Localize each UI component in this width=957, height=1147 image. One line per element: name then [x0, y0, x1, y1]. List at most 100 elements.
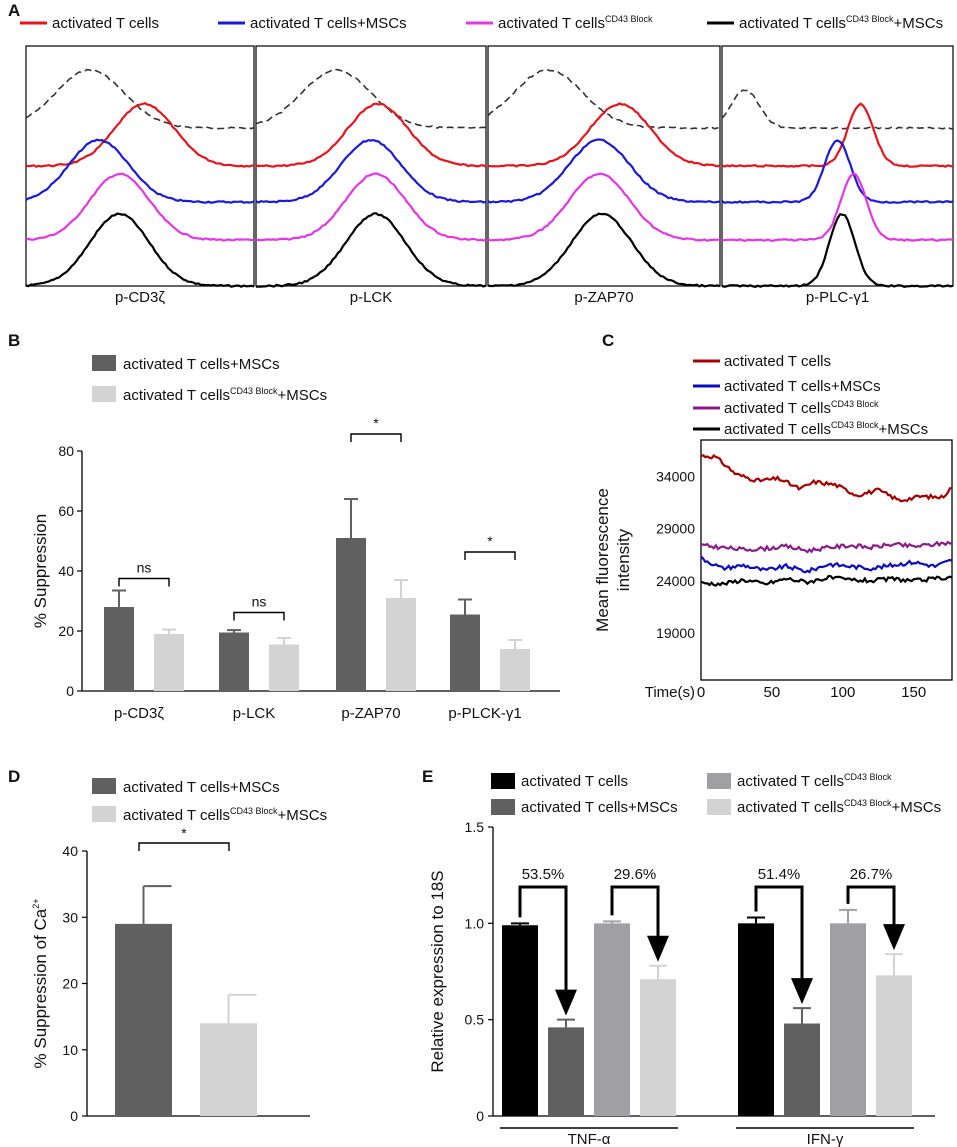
legend-swatch-e-1 — [491, 799, 515, 815]
histogram-frame — [25, 45, 255, 287]
legend-label-c-2: activated T cellsCD43 Block — [724, 399, 879, 417]
bar — [594, 923, 630, 1116]
reduction-arrow — [518, 885, 568, 994]
legend-swatch-b-0 — [92, 355, 116, 371]
histogram-label: p-PLC-γ1 — [806, 289, 869, 306]
x-tick-label: p-LCK — [233, 705, 276, 722]
arrow-head — [647, 935, 669, 962]
bar — [269, 644, 299, 691]
x-tick-label: 0 — [697, 684, 705, 701]
y-axis-title: Mean fluorescence intensity — [593, 488, 633, 632]
significance-label: * — [487, 533, 493, 549]
reduction-arrow — [610, 885, 660, 940]
panel-label-b: B — [8, 331, 20, 350]
series-line — [700, 540, 953, 554]
curve-activated-t-cells — [721, 102, 954, 168]
x-axis-title: Time(s) — [645, 684, 695, 701]
bar — [115, 923, 172, 1116]
y-axis-title: % Suppression of Ca2+ — [31, 899, 50, 1069]
bar — [219, 632, 249, 691]
y-tick-label: 20 — [62, 976, 78, 992]
bar — [876, 975, 912, 1116]
arrow-head — [883, 924, 905, 951]
legend-label-d-1: activated T cellsCD43 Block+MSCs — [123, 806, 327, 824]
x-tick-label: p-PLCK-γ1 — [448, 705, 521, 722]
legend-label-a-2: activated T cellsCD43 Block — [498, 14, 653, 32]
y-tick-label: 34000 — [656, 469, 695, 485]
bar — [104, 607, 134, 691]
legend-swatch-e-3 — [707, 799, 731, 815]
legend-swatch-b-1 — [92, 386, 116, 402]
x-tick-label: 150 — [901, 684, 926, 701]
y-tick-label: 1.5 — [465, 819, 485, 835]
curve-cd43-block-mscs — [255, 212, 487, 288]
legend-label-c-3: activated T cellsCD43 Block+MSCs — [724, 420, 928, 438]
histogram-label: p-ZAP70 — [574, 289, 633, 306]
significance-bracket — [464, 551, 516, 560]
curve-activated-t-cells-mscs — [487, 138, 721, 204]
panel-label-c: C — [602, 331, 614, 350]
y-tick-label: 19000 — [656, 625, 695, 641]
bar — [154, 634, 184, 691]
isotype-curve — [721, 89, 953, 130]
curve-cd43-block-mscs — [487, 212, 721, 288]
isotype-curve — [487, 68, 721, 130]
reduction-arrow — [754, 885, 804, 983]
significance-bracket — [233, 611, 285, 621]
y-tick-label: 40 — [58, 563, 74, 579]
significance-bracket — [118, 577, 170, 587]
histogram-label: p-LCK — [350, 289, 393, 306]
arrow-head — [791, 978, 813, 1005]
legend-label-e-3: activated T cellsCD43 Block+MSCs — [737, 798, 941, 816]
bar — [200, 1023, 257, 1116]
legend-swatch-e-0 — [491, 773, 515, 789]
y-tick-label: 40 — [62, 843, 78, 859]
reduction-arrow — [846, 885, 896, 929]
legend-label-b-0: activated T cells+MSCs — [123, 356, 280, 373]
y-tick-label: 0.5 — [465, 1012, 485, 1028]
x-tick-label: p-ZAP70 — [341, 705, 400, 722]
significance-bracket — [138, 842, 230, 851]
curve-activated-t-cells-mscs — [25, 138, 255, 204]
significance-label: * — [181, 825, 187, 841]
arrow-head — [555, 989, 577, 1016]
curve-cd43-block — [722, 172, 953, 242]
bar — [502, 925, 538, 1116]
curve-cd43-block — [25, 172, 254, 242]
plot-frame — [700, 439, 953, 681]
curve-cd43-block — [487, 172, 721, 242]
legend-label-a-0: activated T cells — [52, 15, 159, 32]
significance-label: ns — [137, 560, 152, 576]
legend-label-e-1: activated T cells+MSCs — [521, 799, 678, 816]
y-axis-title: % Suppression — [31, 514, 50, 628]
legend-swatch-d-0 — [92, 778, 116, 794]
bar — [830, 923, 866, 1116]
panel-label-d: D — [8, 767, 20, 786]
bar — [548, 1027, 584, 1116]
bar — [500, 649, 530, 691]
percent-annotation: 51.4% — [758, 866, 801, 883]
y-tick-label: 20 — [58, 623, 74, 639]
x-tick-label: IFN-γ — [807, 1131, 844, 1147]
bar — [336, 538, 366, 691]
legend-swatch-e-2 — [707, 773, 731, 789]
percent-annotation: 26.7% — [850, 866, 893, 883]
legend-label-a-3: activated T cellsCD43 Block+MSCs — [739, 14, 943, 32]
series-line — [700, 574, 953, 587]
y-tick-label: 10 — [62, 1042, 78, 1058]
curve-activated-t-cells — [255, 102, 487, 168]
y-tick-label: 0 — [70, 1108, 78, 1124]
isotype-curve — [255, 68, 487, 130]
bar — [784, 1023, 820, 1116]
curve-cd43-block — [255, 172, 487, 242]
legend-label-c-0: activated T cells — [724, 353, 831, 370]
x-tick-label: TNF-α — [568, 1131, 611, 1147]
panel-label-a: A — [8, 1, 20, 20]
histogram-label: p-CD3ζ — [115, 289, 165, 306]
y-tick-label: 1.0 — [465, 915, 485, 931]
y-tick-label: 0 — [66, 683, 74, 699]
y-axis-title: Relative expression to 18S — [428, 870, 447, 1072]
panel-label-e: E — [422, 767, 433, 786]
isotype-curve — [25, 68, 255, 130]
